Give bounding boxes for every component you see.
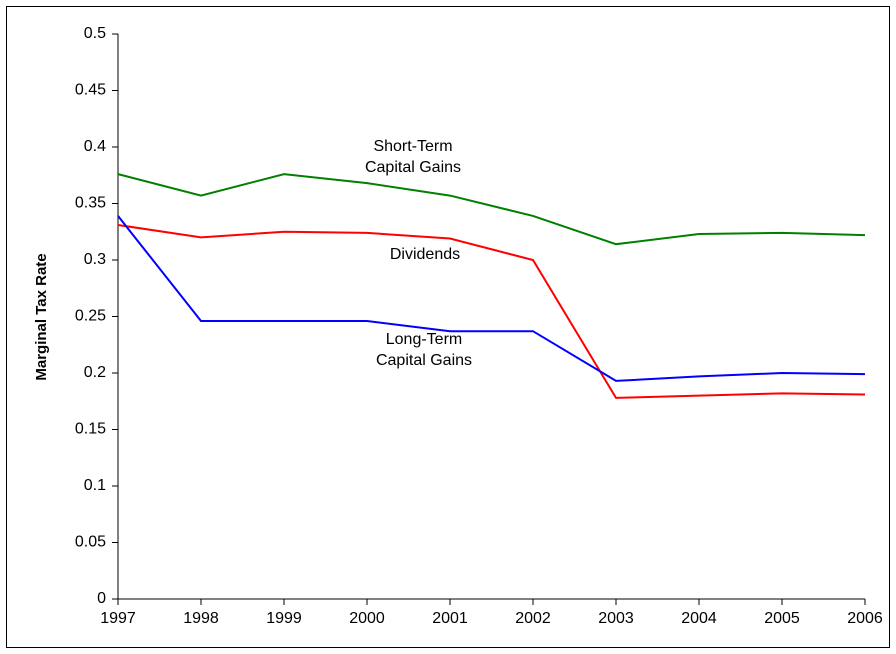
- y-tick-label: 0.4: [84, 138, 106, 155]
- x-tick-label: 2004: [681, 610, 717, 627]
- x-tick-label: 1997: [100, 610, 136, 627]
- series-label: Short-Term Capital Gains: [364, 138, 462, 176]
- y-tick-label: 0.25: [75, 308, 106, 325]
- y-tick-label: 0.35: [75, 195, 106, 212]
- y-tick-label: 0.2: [84, 364, 106, 381]
- series-label: Dividends: [389, 245, 461, 263]
- x-tick-label: 2003: [598, 610, 634, 627]
- y-tick-label: 0.1: [84, 477, 106, 494]
- y-axis-label: Marginal Tax Rate: [33, 253, 50, 380]
- chart-frame: [6, 6, 890, 648]
- y-tick-label: 0.15: [75, 421, 106, 438]
- y-tick-label: 0.05: [75, 534, 106, 551]
- x-tick-label: 2000: [349, 610, 385, 627]
- x-tick-label: 1998: [183, 610, 219, 627]
- y-tick-label: 0.5: [84, 25, 106, 42]
- series-label: Long-Term Capital Gains: [375, 331, 473, 369]
- x-tick-label: 2002: [515, 610, 551, 627]
- x-tick-label: 1999: [266, 610, 302, 627]
- y-tick-label: 0.45: [75, 82, 106, 99]
- y-tick-label: 0.3: [84, 251, 106, 268]
- series-line: [117, 215, 866, 382]
- y-tick-label: 0: [97, 590, 106, 607]
- series-line: [117, 223, 866, 399]
- x-tick-label: 2005: [764, 610, 800, 627]
- series-line: [117, 173, 866, 246]
- x-tick-label: 2001: [432, 610, 468, 627]
- x-tick-label: 2006: [847, 610, 883, 627]
